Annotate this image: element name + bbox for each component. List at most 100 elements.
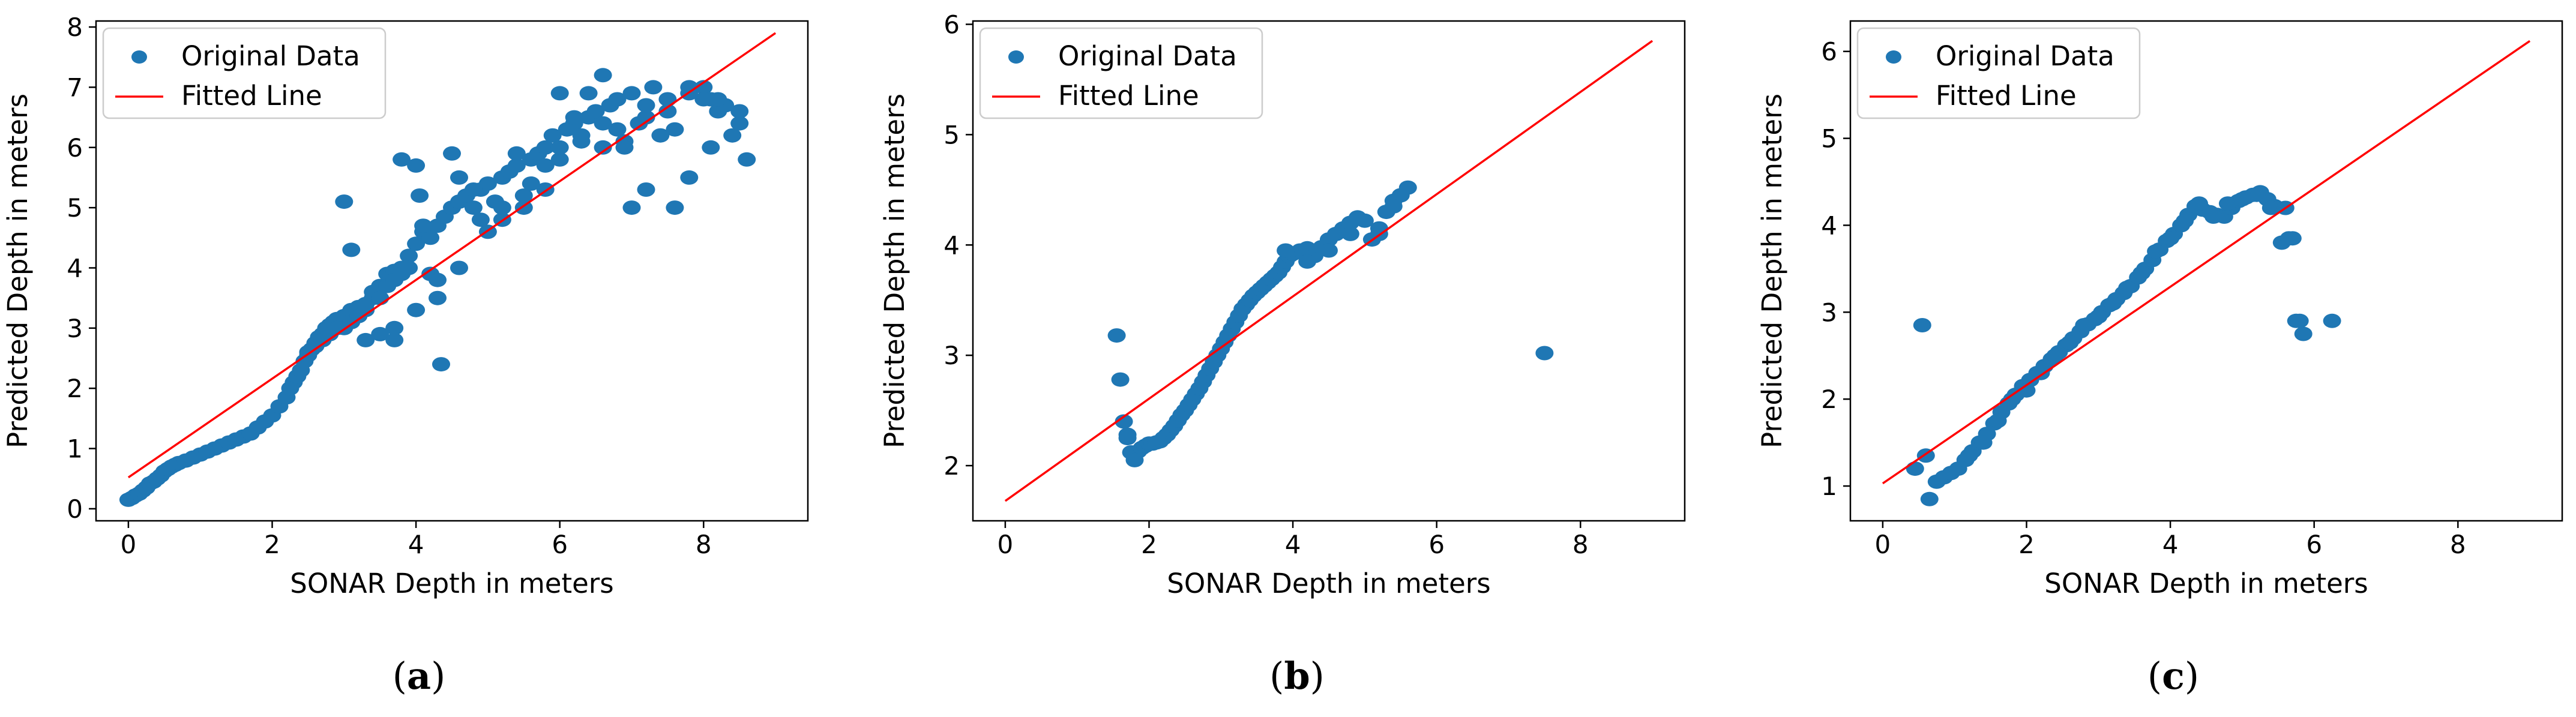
data-point xyxy=(637,98,655,113)
data-point xyxy=(371,326,390,341)
data-point xyxy=(536,158,555,173)
data-point xyxy=(666,122,684,137)
data-point xyxy=(1277,243,1295,258)
y-tick-label: 1 xyxy=(1821,472,1837,501)
axes-frame xyxy=(972,20,1686,522)
data-point xyxy=(2017,383,2036,398)
x-tick-label: 8 xyxy=(1572,530,1589,559)
data-point xyxy=(594,140,612,155)
data-point xyxy=(658,104,677,119)
legend: Original Data Fitted Line xyxy=(979,27,1263,119)
y-tick-label: 2 xyxy=(1821,385,1837,414)
data-point xyxy=(572,134,591,149)
data-point xyxy=(1111,372,1130,387)
data-point xyxy=(615,140,634,155)
caption-letter: a xyxy=(407,654,431,698)
data-point xyxy=(637,182,655,197)
data-point xyxy=(522,176,540,191)
data-point xyxy=(514,188,533,203)
data-point xyxy=(637,110,655,125)
data-point xyxy=(2003,392,2021,407)
data-point xyxy=(730,116,749,131)
legend-label-original-data: Original Data xyxy=(1058,40,1237,72)
data-point xyxy=(1398,180,1417,195)
fitted-line xyxy=(1882,40,2531,485)
data-point xyxy=(594,116,612,131)
y-axis-label: Predicted Depth in meters xyxy=(1756,94,1788,448)
data-point xyxy=(349,308,368,323)
data-point xyxy=(666,200,684,215)
data-point xyxy=(536,140,555,155)
data-point xyxy=(464,182,483,197)
data-point xyxy=(1960,448,1978,463)
x-axis-label: SONAR Depth in meters xyxy=(290,568,614,599)
data-point xyxy=(680,80,699,95)
fitted-line xyxy=(1004,40,1654,502)
x-tick-label: 0 xyxy=(121,530,137,559)
y-tick-label: 2 xyxy=(67,374,83,403)
axes-frame xyxy=(95,20,809,522)
y-tick-label: 8 xyxy=(67,13,83,42)
y-tick-label: 7 xyxy=(67,73,83,102)
y-tick-label: 0 xyxy=(67,494,83,524)
caption-letter: c xyxy=(2162,654,2185,698)
data-point xyxy=(393,152,411,167)
data-point xyxy=(694,92,713,107)
data-point xyxy=(702,140,720,155)
data-point xyxy=(608,122,627,137)
legend: Original Data Fitted Line xyxy=(1856,27,2141,119)
x-axis-label: SONAR Depth in meters xyxy=(1167,568,1491,599)
data-point xyxy=(507,146,526,161)
data-point xyxy=(2075,318,2093,332)
data-point xyxy=(1118,431,1137,446)
data-point xyxy=(335,194,354,209)
data-point xyxy=(594,68,612,83)
x-tick-label: 0 xyxy=(998,530,1014,559)
data-point xyxy=(2118,280,2137,295)
data-point xyxy=(1920,491,1939,506)
y-tick-label: 5 xyxy=(67,193,83,223)
y-tick-label: 6 xyxy=(1821,37,1837,67)
data-point xyxy=(2283,231,2302,246)
data-point xyxy=(429,272,447,287)
x-tick-label: 4 xyxy=(2162,530,2179,559)
panel-caption: (a) xyxy=(393,654,446,698)
data-point xyxy=(411,188,429,203)
data-point xyxy=(565,110,583,125)
data-point xyxy=(1320,243,1338,258)
legend-marker-icon xyxy=(1886,50,1901,64)
data-point xyxy=(1115,414,1133,429)
data-point xyxy=(1906,461,1924,476)
caption-letter: b xyxy=(1284,654,1310,698)
data-point xyxy=(1384,199,1403,214)
data-point xyxy=(2060,335,2079,350)
data-point xyxy=(450,170,468,185)
data-point xyxy=(680,170,699,185)
data-point xyxy=(550,86,569,101)
x-tick-label: 8 xyxy=(2450,530,2466,559)
data-point xyxy=(478,176,497,191)
data-point xyxy=(471,212,490,227)
y-axis-label: Predicted Depth in meters xyxy=(879,94,910,448)
data-point xyxy=(357,296,375,311)
data-point xyxy=(432,357,450,372)
legend-box xyxy=(979,27,1263,119)
data-point xyxy=(550,152,569,167)
data-point xyxy=(608,92,627,107)
panel-a: 0 2 4 6 8 0 1 2 3 4 5 6 7 8 SONAR Depth in meters Predi… xyxy=(2,13,809,698)
data-point xyxy=(550,140,569,155)
x-tick-label: 2 xyxy=(264,530,280,559)
data-point xyxy=(443,146,461,161)
data-points xyxy=(119,68,756,507)
x-tick-label: 6 xyxy=(1428,530,1445,559)
data-point xyxy=(2204,209,2222,224)
data-point xyxy=(429,290,447,305)
x-tick-label: 8 xyxy=(696,530,712,559)
data-point xyxy=(2046,348,2065,363)
data-point xyxy=(407,236,426,251)
panel-caption: (c) xyxy=(2147,654,2199,698)
data-point xyxy=(730,104,749,119)
data-point xyxy=(2323,313,2341,328)
axes-frame xyxy=(1849,20,2563,522)
data-point xyxy=(2161,231,2180,246)
